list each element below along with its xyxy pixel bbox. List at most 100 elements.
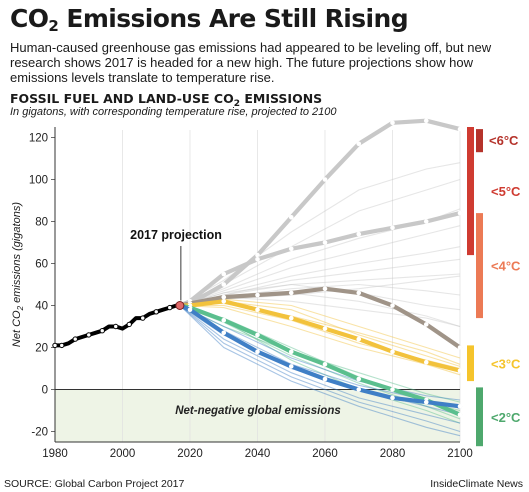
- scenario-point: [423, 118, 429, 123]
- scenario-point: [390, 349, 395, 355]
- scenario-point: [423, 322, 429, 327]
- scenario-point: [356, 290, 362, 296]
- scenario-point: [255, 332, 260, 338]
- scenario-point: [457, 345, 463, 350]
- y-tick-label: 120: [29, 133, 48, 145]
- scenario-point: [255, 257, 260, 262]
- temperature-band-label: <3°C: [491, 356, 521, 371]
- historical-point: [167, 304, 173, 311]
- scenario-point: [288, 364, 294, 369]
- page-subtitle: Human-caused greenhouse gas emissions ha…: [10, 40, 492, 85]
- scenario-point: [221, 317, 227, 323]
- y-tick-label: 40: [35, 301, 48, 313]
- y-tick-label: 20: [35, 343, 48, 355]
- scenario-point: [390, 225, 395, 231]
- scenario-line-grey: [179, 246, 461, 307]
- x-tick-label: 2040: [245, 448, 271, 460]
- scenario-point: [390, 395, 395, 401]
- temperature-band: [476, 213, 483, 319]
- scenario-point: [356, 376, 362, 382]
- x-tick-label: 2000: [110, 448, 136, 460]
- temperature-band-label: <6°C: [489, 133, 519, 148]
- scenario-point: [423, 219, 429, 224]
- x-tick-label: 2020: [177, 448, 203, 460]
- scenario-line-blue: [179, 305, 461, 401]
- scenario-line-grey: [179, 162, 461, 306]
- scenario-line-blue: [179, 305, 461, 437]
- highlighted-scenario-brown: [177, 286, 463, 350]
- scenario-point: [221, 330, 227, 336]
- y-tick-label: 80: [35, 217, 48, 229]
- chart-title: FOSSIL FUEL AND LAND-USE CO2 EMISSIONS: [10, 91, 323, 109]
- scenario-point: [457, 412, 463, 418]
- historical-point: [153, 309, 159, 315]
- historical-point: [72, 336, 78, 342]
- scenario-point: [221, 282, 227, 287]
- scenario-point: [356, 336, 362, 342]
- highlighted-scenario-grey: [177, 118, 463, 308]
- scenario-point: [255, 292, 260, 298]
- scenario-point: [288, 315, 294, 321]
- scenario-point: [390, 303, 395, 308]
- scenario-point: [221, 299, 227, 304]
- scenario-point: [390, 387, 395, 392]
- scenario-point: [322, 177, 328, 182]
- scenario-line-yellow: [179, 304, 461, 376]
- scenario-point: [322, 240, 328, 245]
- historical-point: [59, 342, 65, 349]
- temperature-band: [467, 127, 474, 256]
- scenario-point: [322, 362, 328, 367]
- scenario-line-grey: [179, 225, 461, 307]
- source-note: SOURCE: Global Carbon Project 2017: [4, 478, 185, 490]
- x-tick-label: 2080: [380, 448, 406, 460]
- scenario-point: [322, 326, 328, 331]
- highlighted-scenario-green: [177, 303, 463, 417]
- scenario-point: [288, 246, 294, 252]
- scenario-point: [288, 349, 294, 355]
- publisher-credit: InsideClimate News: [430, 478, 523, 490]
- historical-point: [52, 342, 58, 349]
- scenario-line-blue: [179, 305, 461, 424]
- scenario-point: [423, 399, 429, 405]
- scenario-point: [390, 120, 395, 126]
- historical-point: [126, 321, 132, 328]
- scenario-line-blue: [179, 305, 461, 433]
- scenario-point: [457, 404, 463, 409]
- scenario-point: [457, 210, 463, 216]
- y-tick-label: 60: [35, 259, 48, 271]
- y-tick-label: 100: [29, 175, 48, 187]
- y-tick-label: -20: [31, 427, 48, 439]
- temperature-band-label: <4°C: [491, 259, 521, 274]
- temperature-band: [476, 387, 483, 447]
- scenario-point: [457, 126, 463, 132]
- projection-label: 2017 projection: [130, 228, 222, 242]
- scenario-point: [221, 271, 227, 277]
- temperature-band-label: <2°C: [491, 410, 521, 425]
- scenario-point: [457, 368, 463, 373]
- page-title: CO2 Emissions Are Still Rising: [10, 4, 409, 35]
- scenario-point: [356, 141, 362, 147]
- scenario-point: [322, 286, 328, 292]
- historical-point: [113, 323, 119, 330]
- scenario-point: [356, 387, 362, 392]
- scenario-point: [423, 359, 429, 365]
- scenario-line-grey: [179, 273, 461, 307]
- scenario-point: [255, 252, 260, 258]
- scenario-point: [255, 349, 260, 355]
- scenario-point: [255, 307, 260, 313]
- x-tick-label: 2100: [447, 448, 473, 460]
- projection-point: [175, 301, 185, 310]
- temperature-band: [467, 345, 474, 382]
- scenario-point: [288, 290, 294, 296]
- scenario-point: [288, 215, 294, 220]
- temperature-band: [476, 129, 483, 153]
- scenario-point: [322, 376, 328, 382]
- historical-point: [99, 328, 105, 334]
- historical-point: [140, 315, 146, 321]
- highlighted-scenario-yellow: [177, 299, 463, 373]
- scenario-point: [221, 294, 227, 300]
- historical-point: [86, 332, 92, 338]
- x-tick-label: 1980: [42, 448, 68, 460]
- scenario-point: [356, 231, 362, 237]
